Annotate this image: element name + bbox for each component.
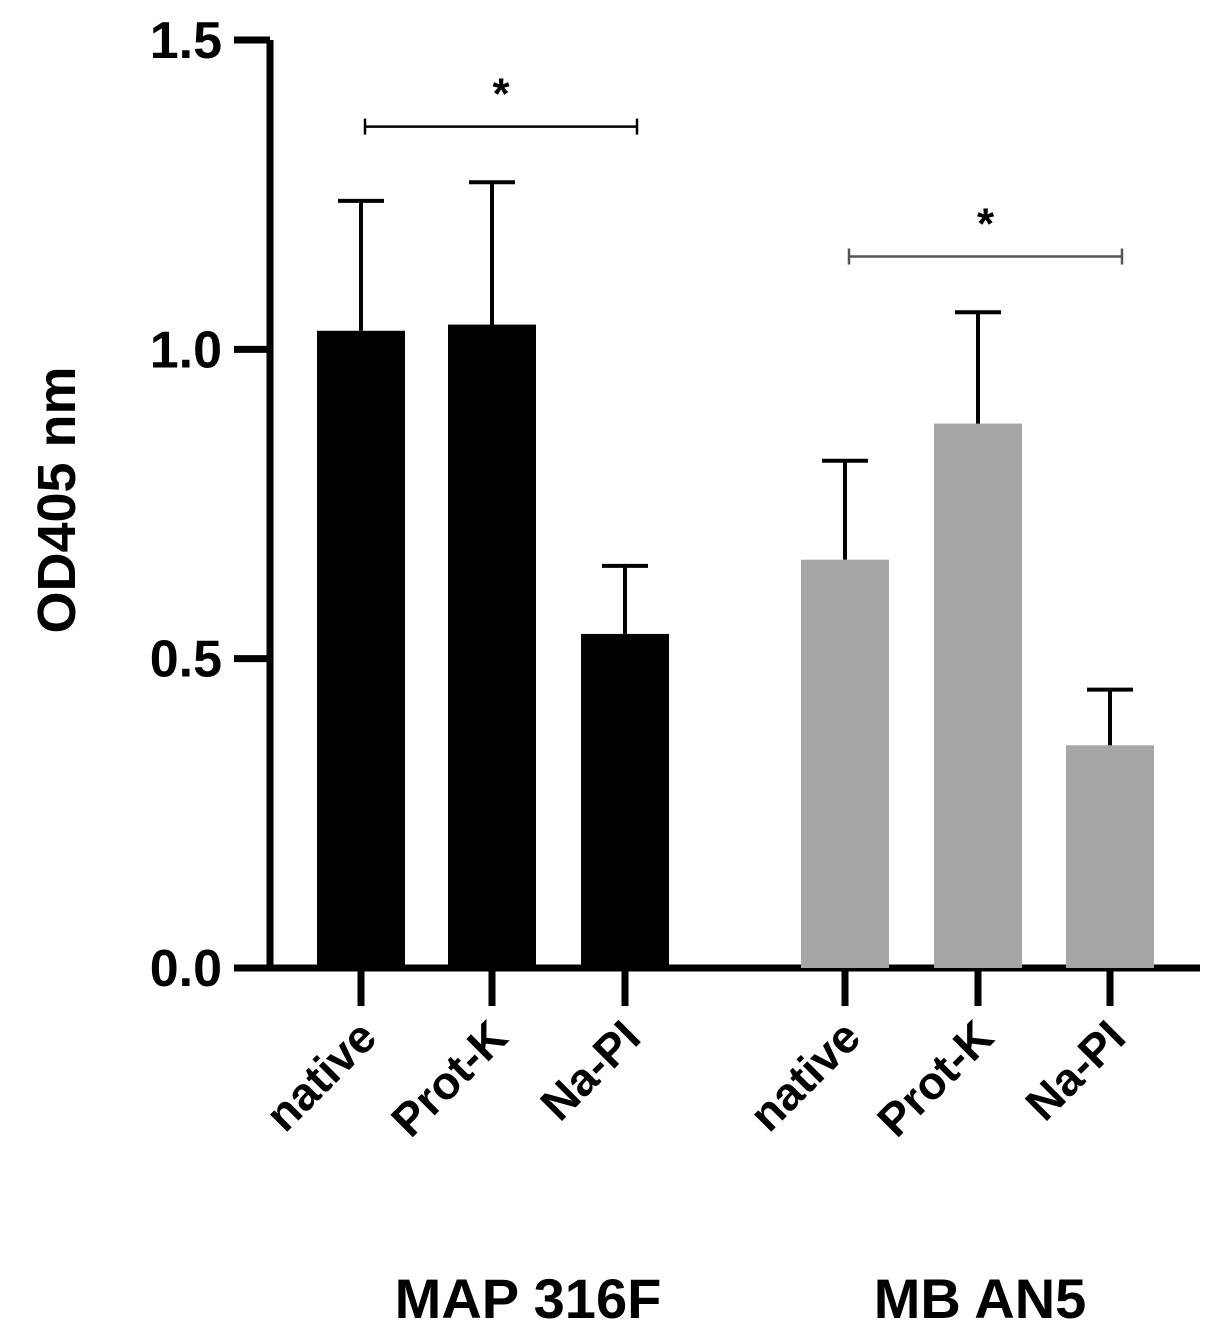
bars [317, 324, 1154, 969]
significance-annotations: ** [363, 70, 1124, 265]
x-tick-label: Prot-K [867, 1010, 1003, 1146]
bar [934, 423, 1022, 968]
y-tick-label: 1.0 [150, 321, 222, 379]
error-bars [338, 180, 1133, 746]
group-label: MB AN5 [874, 1267, 1087, 1330]
y-tick-label: 1.5 [150, 12, 222, 70]
bar [1066, 745, 1154, 968]
bar [801, 559, 889, 968]
significance-star: * [977, 200, 995, 249]
y-tick-label: 0.5 [150, 631, 222, 689]
x-tick-label: Na-PI [1015, 1010, 1135, 1130]
x-tick-label: native [255, 1010, 386, 1141]
significance-star: * [492, 70, 510, 119]
x-tick-label: native [739, 1010, 870, 1141]
bar [581, 633, 669, 968]
group-label: MAP 316F [395, 1267, 662, 1330]
group-labels: MAP 316F MB AN5 [395, 1267, 1087, 1330]
bar [317, 330, 405, 969]
y-axis-label: OD405 nm [27, 366, 87, 633]
y-tick-label: 0.0 [150, 940, 222, 998]
y-ticks: 0.0 0.5 1.0 1.5 [150, 12, 270, 998]
x-tick-label: Na-PI [530, 1010, 650, 1130]
x-tick-label: Prot-K [381, 1010, 517, 1146]
bar [448, 324, 536, 968]
